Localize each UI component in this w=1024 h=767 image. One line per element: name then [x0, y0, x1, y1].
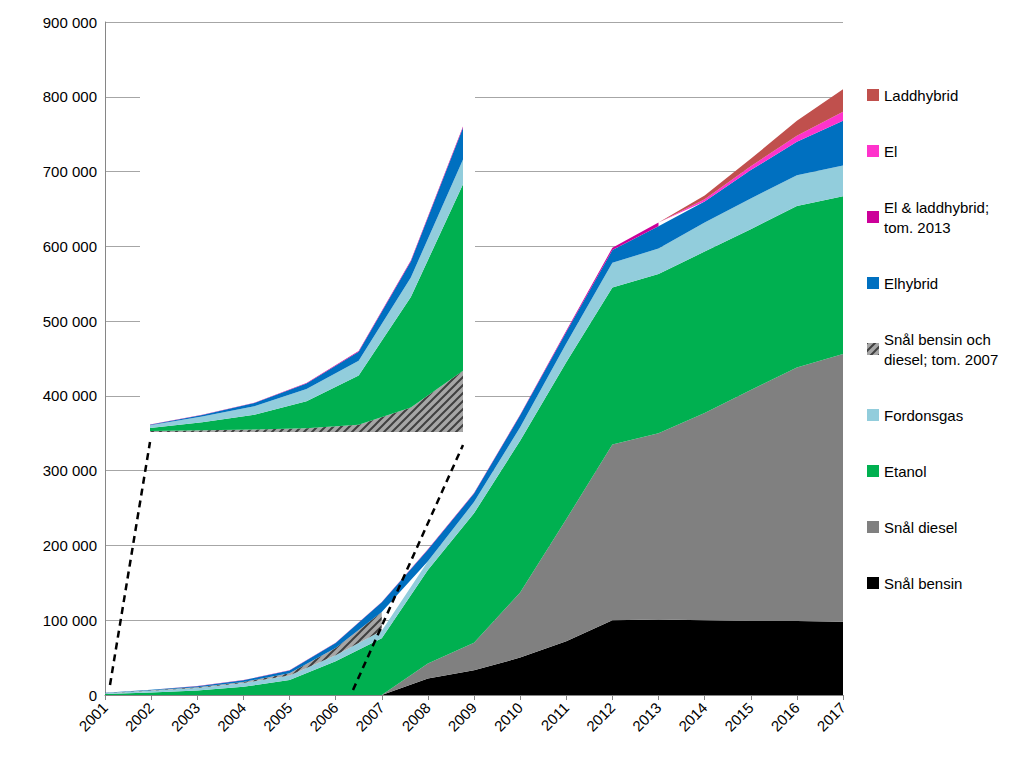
svg-text:2002: 2002 — [122, 699, 158, 735]
svg-text:2012: 2012 — [583, 699, 619, 735]
svg-text:2008: 2008 — [398, 699, 434, 735]
svg-text:Snål bensin och: Snål bensin och — [884, 331, 995, 348]
svg-text:El: El — [884, 143, 897, 160]
svg-text:700 000: 700 000 — [43, 163, 97, 180]
svg-text:Fordonsgas: Fordonsgas — [884, 407, 963, 424]
svg-text:Elhybrid: Elhybrid — [884, 275, 938, 292]
svg-text:2015: 2015 — [721, 699, 757, 735]
svg-text:800 000: 800 000 — [43, 88, 97, 105]
svg-text:Snål bensin: Snål bensin — [884, 575, 962, 592]
svg-text:tom. 2013: tom. 2013 — [884, 219, 951, 236]
svg-text:2006: 2006 — [306, 699, 342, 735]
svg-text:400 000: 400 000 — [43, 387, 97, 404]
svg-text:2010: 2010 — [491, 699, 527, 735]
svg-text:2014: 2014 — [675, 699, 711, 735]
svg-text:El & laddhybrid;: El & laddhybrid; — [884, 199, 993, 216]
svg-text:2003: 2003 — [168, 699, 204, 735]
svg-text:Snål diesel: Snål diesel — [884, 519, 957, 536]
svg-text:200 000: 200 000 — [43, 537, 97, 554]
svg-text:diesel; tom. 2007: diesel; tom. 2007 — [884, 351, 998, 368]
svg-text:2016: 2016 — [767, 699, 803, 735]
svg-text:0: 0 — [88, 686, 97, 704]
svg-text:Etanol: Etanol — [884, 463, 927, 480]
svg-text:2007: 2007 — [352, 699, 388, 735]
svg-text:2011: 2011 — [537, 699, 572, 734]
svg-text:2004: 2004 — [214, 699, 250, 735]
svg-text:500 000: 500 000 — [43, 313, 97, 330]
svg-text:2009: 2009 — [444, 699, 480, 735]
svg-text:2013: 2013 — [629, 699, 665, 735]
svg-text:900 000: 900 000 — [43, 14, 97, 31]
svg-text:300 000: 300 000 — [43, 462, 97, 479]
svg-text:600 000: 600 000 — [43, 238, 97, 255]
svg-text:2017: 2017 — [813, 699, 849, 735]
svg-text:Laddhybrid: Laddhybrid — [884, 87, 958, 104]
svg-text:2001: 2001 — [75, 699, 111, 735]
svg-text:100 000: 100 000 — [43, 612, 97, 629]
svg-text:2005: 2005 — [260, 699, 296, 735]
